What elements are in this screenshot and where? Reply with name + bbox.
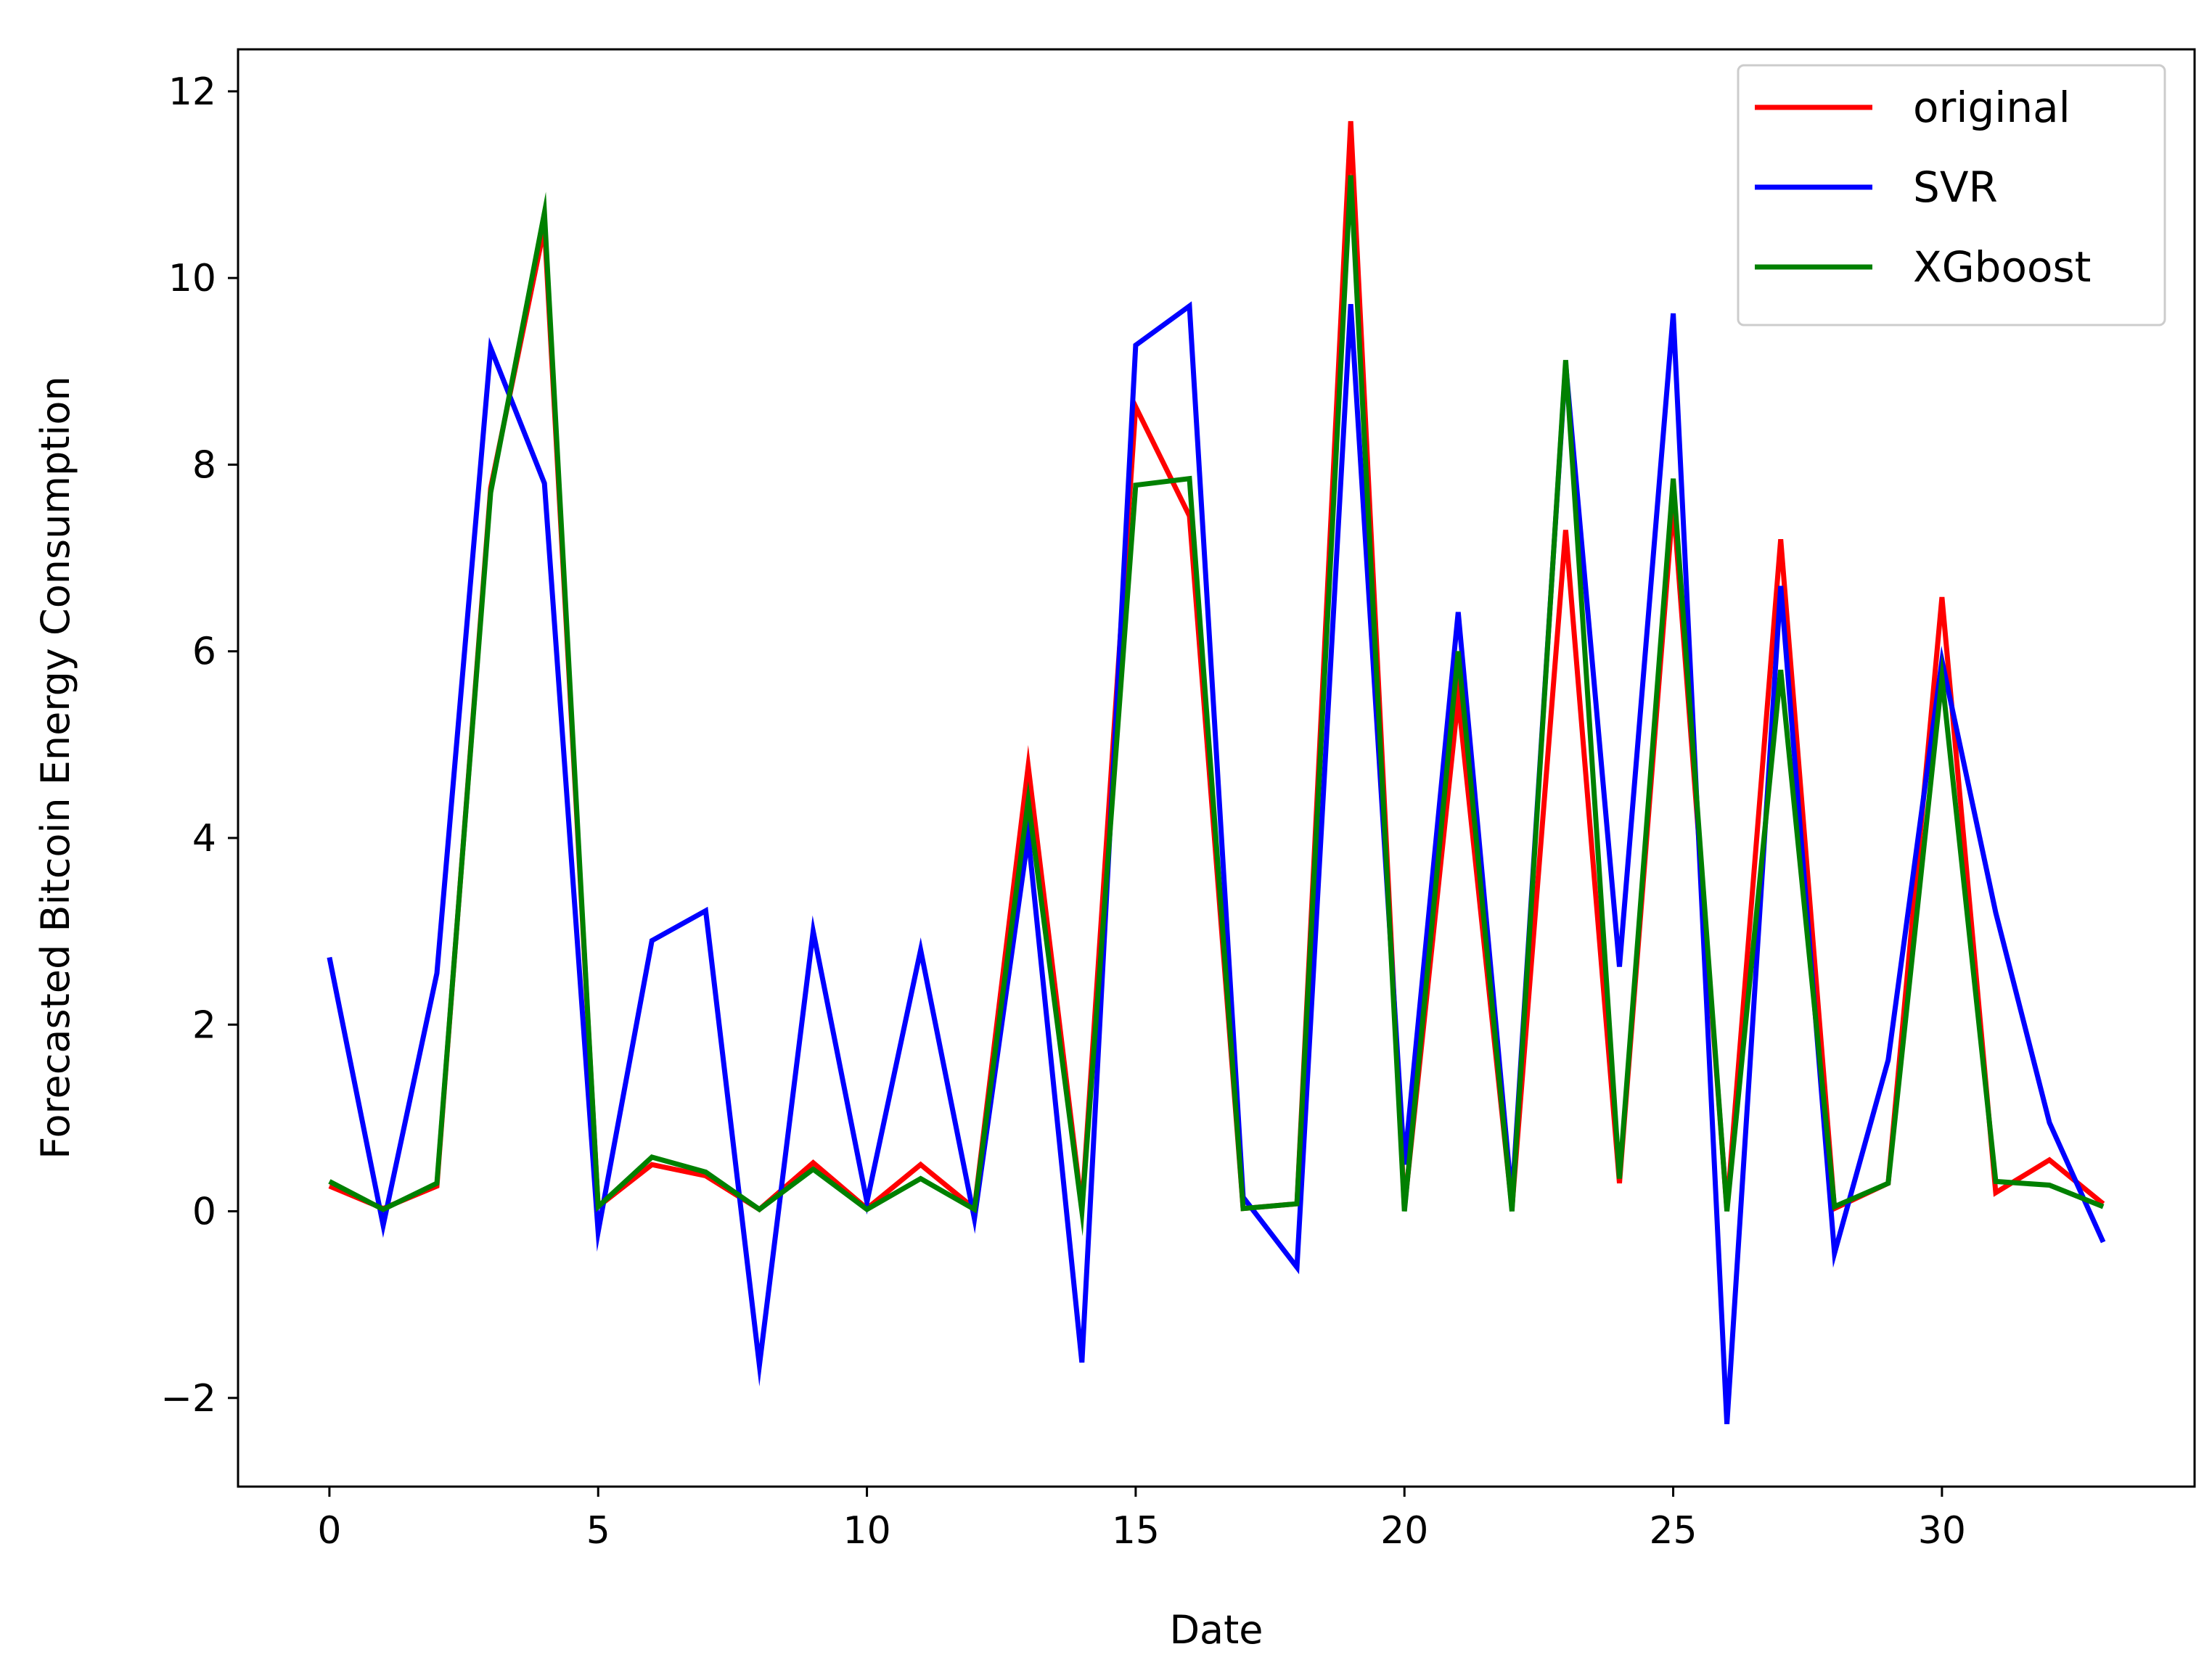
y-tick-label: 10 — [168, 257, 216, 300]
y-tick-label: 6 — [192, 630, 216, 674]
y-tick-label: −2 — [160, 1377, 216, 1421]
x-axis: 0 5 10 15 20 25 30 — [317, 1487, 1966, 1553]
y-tick-label: 2 — [192, 1003, 216, 1047]
legend-label-xgboost: XGboost — [1913, 242, 2091, 292]
series-layer — [327, 120, 2106, 1425]
y-axis: −2 0 2 4 6 8 10 12 — [160, 70, 238, 1421]
x-tick-label: 30 — [1918, 1509, 1966, 1553]
legend: original SVR XGboost — [1737, 64, 2166, 326]
series-line-xgboost — [328, 175, 2105, 1236]
x-tick-label: 10 — [843, 1509, 890, 1553]
x-axis-label: Date — [1169, 1607, 1263, 1653]
y-tick-label: 8 — [192, 443, 216, 487]
y-axis-label: Forecasted Bitcoin Energy Consumption — [33, 376, 78, 1159]
plot-frame — [237, 48, 2196, 1488]
y-tick-label: 4 — [192, 817, 216, 860]
x-tick-label: 15 — [1112, 1509, 1160, 1553]
legend-box — [1737, 64, 2166, 326]
x-tick-label: 5 — [586, 1509, 610, 1553]
legend-label-svr: SVR — [1913, 163, 1998, 212]
x-tick-label: 0 — [317, 1509, 341, 1553]
legend-label-original: original — [1913, 83, 2070, 132]
x-tick-label: 25 — [1649, 1509, 1697, 1553]
y-tick-label: 12 — [168, 70, 216, 114]
y-tick-label: 0 — [192, 1191, 216, 1234]
x-tick-label: 20 — [1380, 1509, 1428, 1553]
